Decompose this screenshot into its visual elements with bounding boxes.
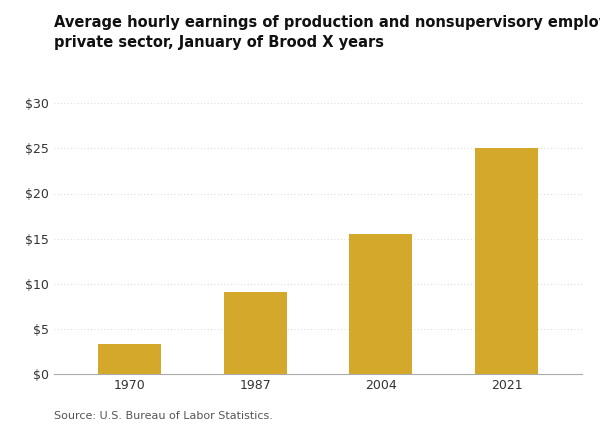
Bar xyxy=(224,292,287,374)
Bar xyxy=(98,344,161,374)
Bar xyxy=(475,147,538,374)
Bar xyxy=(349,234,412,374)
Text: Average hourly earnings of production and nonsupervisory employees in the
privat: Average hourly earnings of production an… xyxy=(54,15,600,50)
Text: Source: U.S. Bureau of Labor Statistics.: Source: U.S. Bureau of Labor Statistics. xyxy=(54,411,273,421)
